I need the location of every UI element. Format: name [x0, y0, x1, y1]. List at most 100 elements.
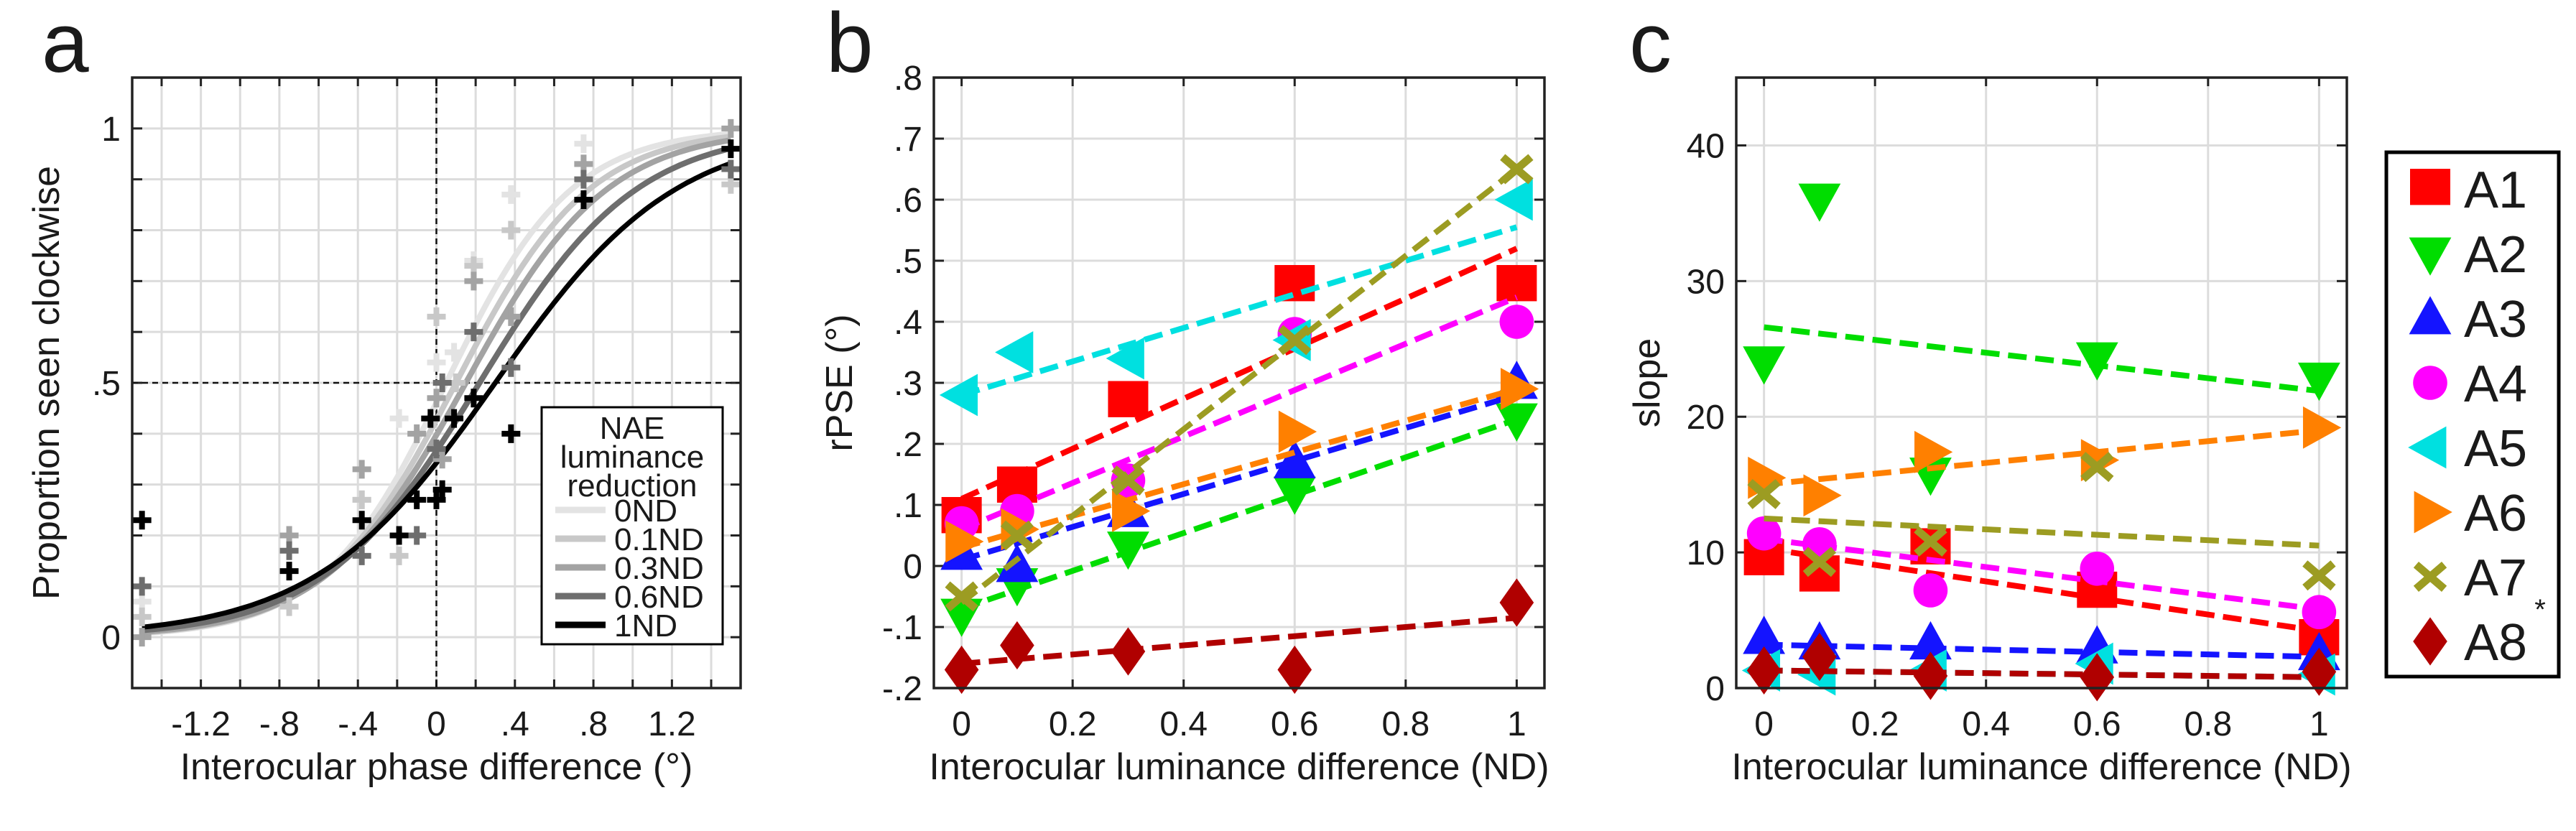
legend-title: reduction	[567, 468, 697, 503]
marker-shape	[1108, 381, 1149, 417]
legend-label: A8	[2464, 614, 2527, 672]
legend-label: 0.3ND	[614, 551, 704, 586]
marker-shape	[1746, 646, 1782, 695]
x-axis-label: Interocular luminance difference (ND)	[929, 746, 1549, 788]
data-point-A8	[2302, 647, 2337, 696]
y-tick-label: .4	[894, 304, 922, 342]
fit-line-A6	[960, 386, 1518, 551]
data-point-A3	[1273, 440, 1316, 478]
data-point-A8	[1499, 578, 1534, 627]
legend-marker-A4	[2413, 366, 2447, 400]
data-point-cross	[389, 409, 409, 428]
legend-marker-A5	[2408, 426, 2447, 469]
fit-line-A1	[960, 246, 1519, 502]
data-point-A6	[945, 520, 984, 563]
legend-label: 0ND	[614, 493, 677, 529]
marker-shape	[2409, 296, 2452, 335]
data-point-cross	[574, 170, 593, 189]
data-point-cross	[352, 546, 371, 565]
legend-label: A5	[2464, 420, 2527, 478]
y-tick-label: .3	[894, 365, 922, 403]
y-tick-label: 20	[1687, 399, 1725, 437]
data-point-cross	[427, 389, 446, 408]
data-point-A6	[1803, 474, 1842, 517]
grid	[934, 76, 1544, 690]
data-point-A5	[1494, 178, 1533, 221]
x-tick-label: 0.6	[1271, 705, 1319, 743]
data-point-A5	[939, 373, 978, 417]
marker-shape	[1747, 478, 1781, 509]
data-point-cross	[421, 409, 440, 428]
marker-shape	[1798, 183, 1841, 222]
marker-shape	[1106, 337, 1144, 380]
x-tick-label: -.8	[259, 705, 300, 743]
marker-shape	[2302, 595, 2337, 630]
data-point-A7	[1747, 478, 1781, 509]
y-axis-label: rPSE (°)	[819, 314, 861, 451]
marker-shape	[2297, 362, 2340, 401]
x-tick-label: 0.8	[2184, 705, 2232, 743]
data-point-cross	[574, 134, 593, 154]
fit-line-A8	[961, 615, 1517, 667]
data-point-A1	[1496, 265, 1537, 302]
marker-shape	[2414, 491, 2452, 534]
y-tick-label: .5	[92, 365, 121, 403]
data-point-cross	[407, 526, 427, 545]
marker-shape	[1914, 430, 1953, 473]
data-point-cross	[407, 424, 427, 443]
data-point-cross	[501, 307, 521, 326]
data-point-A7	[2080, 452, 2114, 483]
marker-shape	[1499, 305, 1534, 339]
data-point-A4	[2302, 595, 2337, 630]
x-tick-label: 0.8	[1381, 705, 1430, 743]
legend-marker-A6	[2414, 491, 2452, 534]
marker-shape	[2413, 366, 2447, 400]
x-tick-label: 0.4	[1962, 705, 2010, 743]
data-point-cross	[279, 597, 299, 616]
x-tick-label: 0.4	[1159, 705, 1208, 743]
fit-line-A2	[1764, 324, 2320, 394]
panel-label: c	[1629, 0, 1672, 90]
y-tick-label: 40	[1687, 127, 1725, 165]
fit-line-A3	[1764, 641, 2320, 660]
y-tick-label: 10	[1687, 534, 1725, 572]
legend-label: A1	[2464, 162, 2527, 219]
marker-shape	[1111, 465, 1145, 496]
x-axis-label: Interocular luminance difference (ND)	[1731, 746, 2351, 788]
data-point-cross	[132, 511, 152, 530]
data-point-A8	[1802, 632, 1837, 682]
data-point-A5	[995, 331, 1034, 373]
marker-shape	[1803, 474, 1842, 517]
data-point-cross	[279, 541, 299, 560]
y-tick-label: 0	[101, 619, 121, 657]
data-point-A2	[1798, 183, 1841, 222]
marker-shape	[2080, 452, 2114, 483]
fit-line-A7	[1764, 515, 2320, 549]
fit-curve-0.3ND	[142, 137, 731, 635]
fit-line-A6	[1764, 427, 2320, 488]
marker-shape	[1802, 632, 1837, 682]
axes-frame	[1735, 76, 2348, 690]
marker-shape	[945, 520, 984, 563]
x-tick-label: -1.2	[171, 705, 231, 743]
fit-curve-1ND	[142, 161, 732, 630]
data-point-A1	[1108, 381, 1149, 417]
legend-label: A7	[2464, 549, 2527, 607]
axes-frame	[932, 76, 1546, 690]
marker-shape	[1278, 410, 1317, 453]
marker-shape	[1914, 526, 1947, 557]
y-tick-label: .6	[894, 182, 922, 220]
legend-marker-A3	[2409, 296, 2452, 335]
data-point-cross	[427, 490, 446, 509]
legend-label: 0.1ND	[614, 522, 704, 557]
marker-shape	[1274, 265, 1315, 302]
data-point-cross	[464, 389, 483, 408]
marker-shape	[1743, 346, 1786, 385]
data-point-cross	[432, 450, 452, 469]
data-point-A6	[2302, 406, 2342, 449]
y-tick-label: 0	[903, 548, 922, 586]
legend-label: A4	[2464, 356, 2527, 413]
x-tick-label: 0.2	[1049, 705, 1097, 743]
